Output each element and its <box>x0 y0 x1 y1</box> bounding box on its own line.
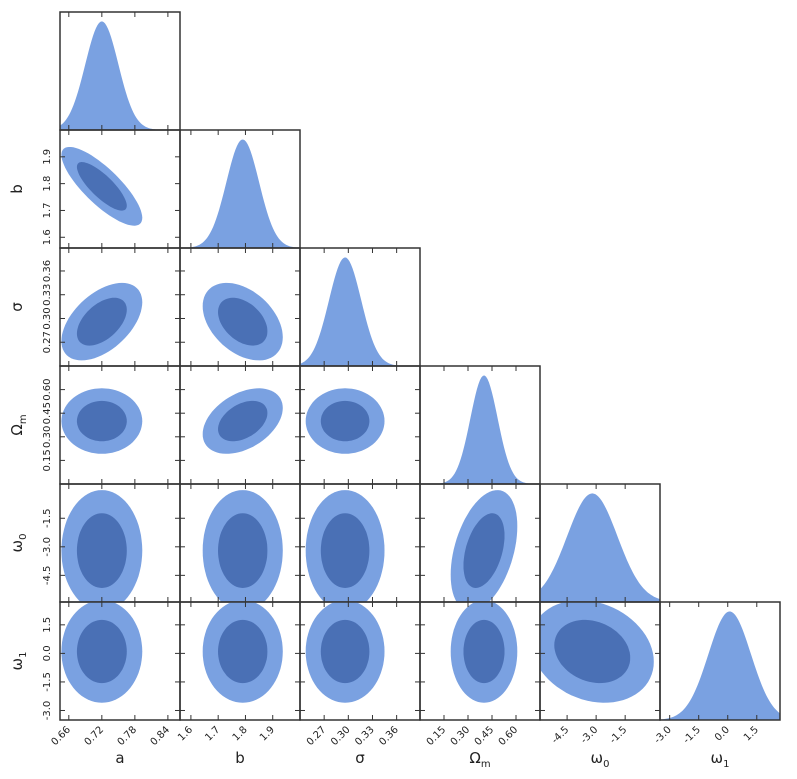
marginal-density <box>660 611 780 720</box>
y-tick-label: -3.0 <box>42 537 53 557</box>
marginal-density <box>180 139 300 248</box>
axis-label: b <box>235 749 245 767</box>
inner-contour <box>218 297 268 346</box>
x-tick-label: 1.5 <box>742 724 761 743</box>
y-tick-label: 0.30 <box>42 307 53 329</box>
y-tick-label: 0.60 <box>42 378 53 400</box>
axis-label: a <box>115 749 124 767</box>
x-tick-label: -4.5 <box>550 724 572 746</box>
axis-label: Ωm <box>469 749 490 770</box>
x-tick-label: 1.7 <box>203 724 222 743</box>
inner-contour <box>76 400 127 442</box>
x-tick-label: 0.66 <box>50 724 74 748</box>
x-tick-label: -3.0 <box>579 724 601 746</box>
inner-contour <box>218 400 268 442</box>
x-tick-label: -1.5 <box>681 724 703 746</box>
x-tick-label: 0.72 <box>83 724 107 748</box>
y-tick-label: 0.15 <box>42 449 53 471</box>
x-tick-label: 0.84 <box>149 724 173 748</box>
x-tick-label: 0.33 <box>353 724 377 748</box>
x-tick-label: -1.5 <box>608 724 630 746</box>
x-tick-label: 0.30 <box>449 724 473 748</box>
y-tick-label: 1.7 <box>42 203 53 219</box>
inner-contour <box>320 619 370 684</box>
inner-contour <box>76 513 127 588</box>
inner-contour <box>320 400 370 442</box>
axis-label: ω0 <box>591 749 610 770</box>
y-tick-label: 0.36 <box>42 260 53 282</box>
inner-contour <box>76 162 127 211</box>
x-tick-label: 0.30 <box>329 724 353 748</box>
marginal-density <box>540 493 660 602</box>
y-tick-label: 0.27 <box>42 331 53 353</box>
x-tick-label: 0.15 <box>425 724 449 748</box>
y-tick-label: 0.45 <box>42 402 53 424</box>
marginal-density <box>420 375 540 484</box>
panel-frame <box>659 601 781 721</box>
axis-label: σ <box>8 302 26 312</box>
y-tick-label: 1.6 <box>42 229 53 245</box>
x-tick-label: 0.27 <box>305 724 329 748</box>
inner-contour <box>218 619 268 684</box>
axis-label: σ <box>355 749 365 767</box>
y-tick-label: -1.5 <box>42 509 53 529</box>
y-tick-label: 1.9 <box>42 149 53 165</box>
x-tick-label: 0.36 <box>377 724 401 748</box>
inner-contour <box>320 513 370 588</box>
y-tick-label: -4.5 <box>42 566 53 586</box>
y-tick-label: 0.0 <box>42 645 53 661</box>
x-tick-label: -3.0 <box>652 724 674 746</box>
inner-contour <box>554 619 631 684</box>
inner-contour <box>76 619 127 684</box>
y-tick-label: -3.0 <box>42 701 53 721</box>
x-tick-label: 0.78 <box>116 724 140 748</box>
y-tick-label: 1.8 <box>42 176 53 192</box>
marginal-density <box>300 257 420 366</box>
x-tick-label: 1.6 <box>176 724 195 743</box>
x-tick-label: 1.9 <box>258 724 277 743</box>
y-tick-label: -1.5 <box>42 672 53 692</box>
axis-label: ω1 <box>8 652 29 671</box>
axis-label: ω1 <box>711 749 730 770</box>
inner-contour <box>218 513 268 588</box>
axis-label: b <box>8 184 26 194</box>
inner-contour <box>463 513 505 588</box>
inner-contour <box>76 297 127 346</box>
x-tick-label: 0.60 <box>497 724 521 748</box>
y-tick-label: 0.33 <box>42 284 53 306</box>
y-tick-label: 0.30 <box>42 426 53 448</box>
inner-contour <box>463 619 505 684</box>
x-tick-label: 0.45 <box>473 724 497 748</box>
x-tick-label: 1.8 <box>231 724 250 743</box>
y-tick-label: 1.5 <box>42 617 53 633</box>
marginal-density <box>60 21 180 130</box>
axis-label: ω0 <box>8 534 29 553</box>
x-tick-label: 0.0 <box>713 724 732 743</box>
axis-label: Ωm <box>8 414 29 435</box>
